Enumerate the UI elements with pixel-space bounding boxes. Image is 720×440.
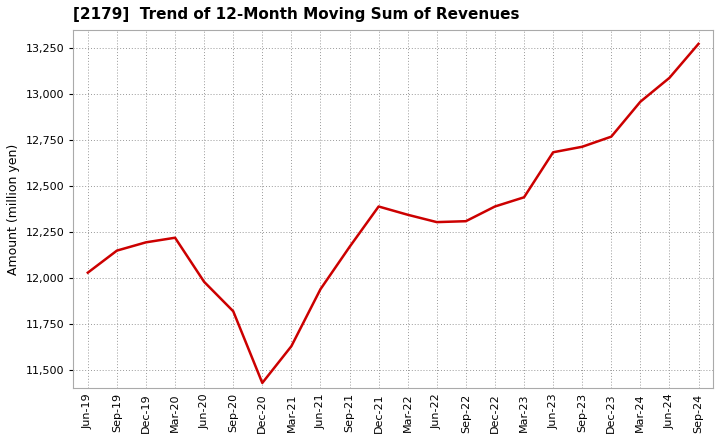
Text: [2179]  Trend of 12-Month Moving Sum of Revenues: [2179] Trend of 12-Month Moving Sum of R… <box>73 7 520 22</box>
Y-axis label: Amount (million yen): Amount (million yen) <box>7 143 20 275</box>
